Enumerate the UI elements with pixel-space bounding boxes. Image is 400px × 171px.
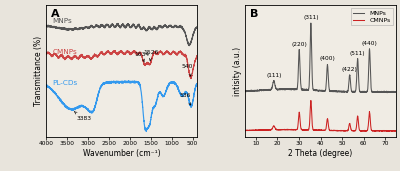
Legend: MNPs, CMNPs: MNPs, CMNPs	[351, 8, 393, 25]
Text: MNPs: MNPs	[52, 18, 72, 24]
CMNPs	[312, 129, 317, 131]
CMNPs	[394, 130, 398, 132]
Text: CMNPs: CMNPs	[52, 49, 77, 55]
CMNPs	[389, 130, 394, 132]
Text: A: A	[50, 9, 59, 19]
MNPs	[308, 22, 313, 24]
CMNPs	[250, 129, 255, 131]
MNPs	[316, 89, 321, 91]
Text: (311): (311)	[303, 15, 319, 20]
MNPs	[389, 91, 394, 93]
MNPs	[394, 91, 398, 93]
CMNPs	[243, 129, 248, 131]
MNPs	[389, 91, 394, 93]
MNPs	[243, 90, 248, 92]
Text: B: B	[250, 9, 258, 19]
Text: 3383: 3383	[74, 112, 91, 121]
Text: (511): (511)	[350, 51, 366, 56]
Text: (400): (400)	[320, 56, 336, 61]
Text: 536: 536	[180, 93, 191, 105]
CMNPs	[386, 130, 391, 132]
CMNPs	[389, 130, 394, 132]
MNPs	[250, 90, 255, 92]
Text: (220): (220)	[291, 42, 307, 47]
CMNPs	[362, 130, 366, 132]
Line: CMNPs: CMNPs	[245, 101, 396, 131]
Line: MNPs: MNPs	[245, 23, 396, 93]
Text: (422): (422)	[342, 67, 358, 72]
Text: 540: 540	[182, 64, 193, 76]
Text: PL-CDs: PL-CDs	[52, 80, 78, 86]
X-axis label: 2 Theta (degree): 2 Theta (degree)	[288, 149, 353, 158]
Y-axis label: intisity (a.u.): intisity (a.u.)	[233, 46, 242, 96]
CMNPs	[308, 100, 313, 102]
Text: 1526: 1526	[144, 50, 159, 61]
Text: (440): (440)	[362, 41, 378, 46]
X-axis label: Wavenumber (cm⁻¹): Wavenumber (cm⁻¹)	[83, 149, 160, 158]
Text: 1634: 1634	[134, 52, 149, 62]
CMNPs	[316, 129, 321, 131]
MNPs	[385, 92, 390, 94]
Y-axis label: Transmittance (%): Transmittance (%)	[34, 36, 43, 106]
MNPs	[312, 89, 317, 91]
MNPs	[362, 90, 366, 92]
Text: (111): (111)	[266, 73, 282, 78]
